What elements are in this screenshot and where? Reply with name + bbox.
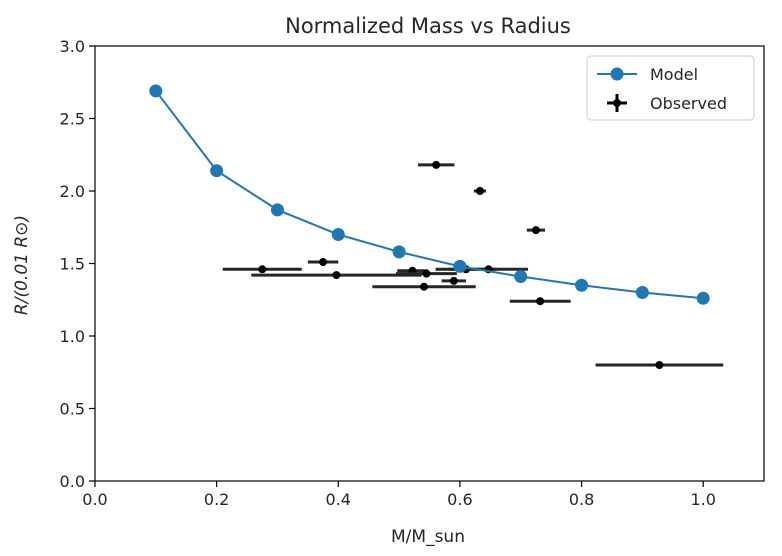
observed-marker [449,276,458,285]
x-tick-label: 0.0 [82,490,107,509]
observed-marker [475,187,484,195]
legend-observed-label: Observed [650,94,727,113]
chart-title: Normalized Mass vs Radius [285,14,571,38]
y-tick-label: 3.0 [60,37,85,56]
plot-data [149,84,724,369]
model-marker [270,203,284,217]
legend-model-marker [610,67,624,81]
observed-point [473,187,487,195]
legend-observed-marker [613,99,621,107]
observed-point [526,226,546,235]
model-marker [149,84,163,98]
model-marker [392,245,406,259]
observed-point [307,258,339,267]
observed-marker [319,258,328,267]
legend: Model Observed [586,55,755,121]
observed-point [417,160,455,169]
model-marker [331,228,345,241]
observed-point [372,282,476,291]
observed-point [222,265,302,274]
y-tick-label: 2.0 [60,182,85,201]
observed-marker [432,160,441,169]
ticks: 0.0 0.2 0.4 0.6 0.8 1.0 0.0 0.5 1.0 1.5 2.0 2.5 3.0 [60,37,716,509]
model-marker [453,259,467,273]
model-line [155,90,704,300]
x-tick-label: 0.8 [569,490,594,509]
model-marker [696,291,710,305]
x-tick-label: 0.4 [326,490,351,509]
model-marker [514,270,528,284]
y-tick-label: 1.0 [60,327,85,346]
observed-marker [536,297,545,306]
legend-model-label: Model [650,65,698,84]
x-tick-label: 1.0 [690,490,715,509]
observed-marker [422,269,431,278]
observed-point [509,297,571,306]
observed-marker [420,282,429,291]
model-marker [210,164,224,178]
observed-marker [531,226,540,235]
observed-marker [332,271,341,280]
observed-point [441,276,466,285]
x-tick-label: 0.6 [447,490,472,509]
observed-marker [655,361,664,369]
x-tick-label: 0.2 [204,490,229,509]
y-tick-label: 0.0 [60,472,85,491]
y-axis-label: R/(0.01 R⊙) [12,215,32,315]
observed-point [396,269,457,278]
x-axis-label: M/M_sun [391,527,465,547]
observed-point [595,361,724,369]
legend-box [586,55,755,121]
y-tick-label: 0.5 [60,400,85,419]
model-marker [635,286,649,299]
model-marker [575,278,589,292]
y-tick-label: 1.5 [60,255,85,274]
observed-marker [258,265,267,274]
observed-point [251,271,422,280]
y-tick-label: 2.5 [60,110,85,129]
